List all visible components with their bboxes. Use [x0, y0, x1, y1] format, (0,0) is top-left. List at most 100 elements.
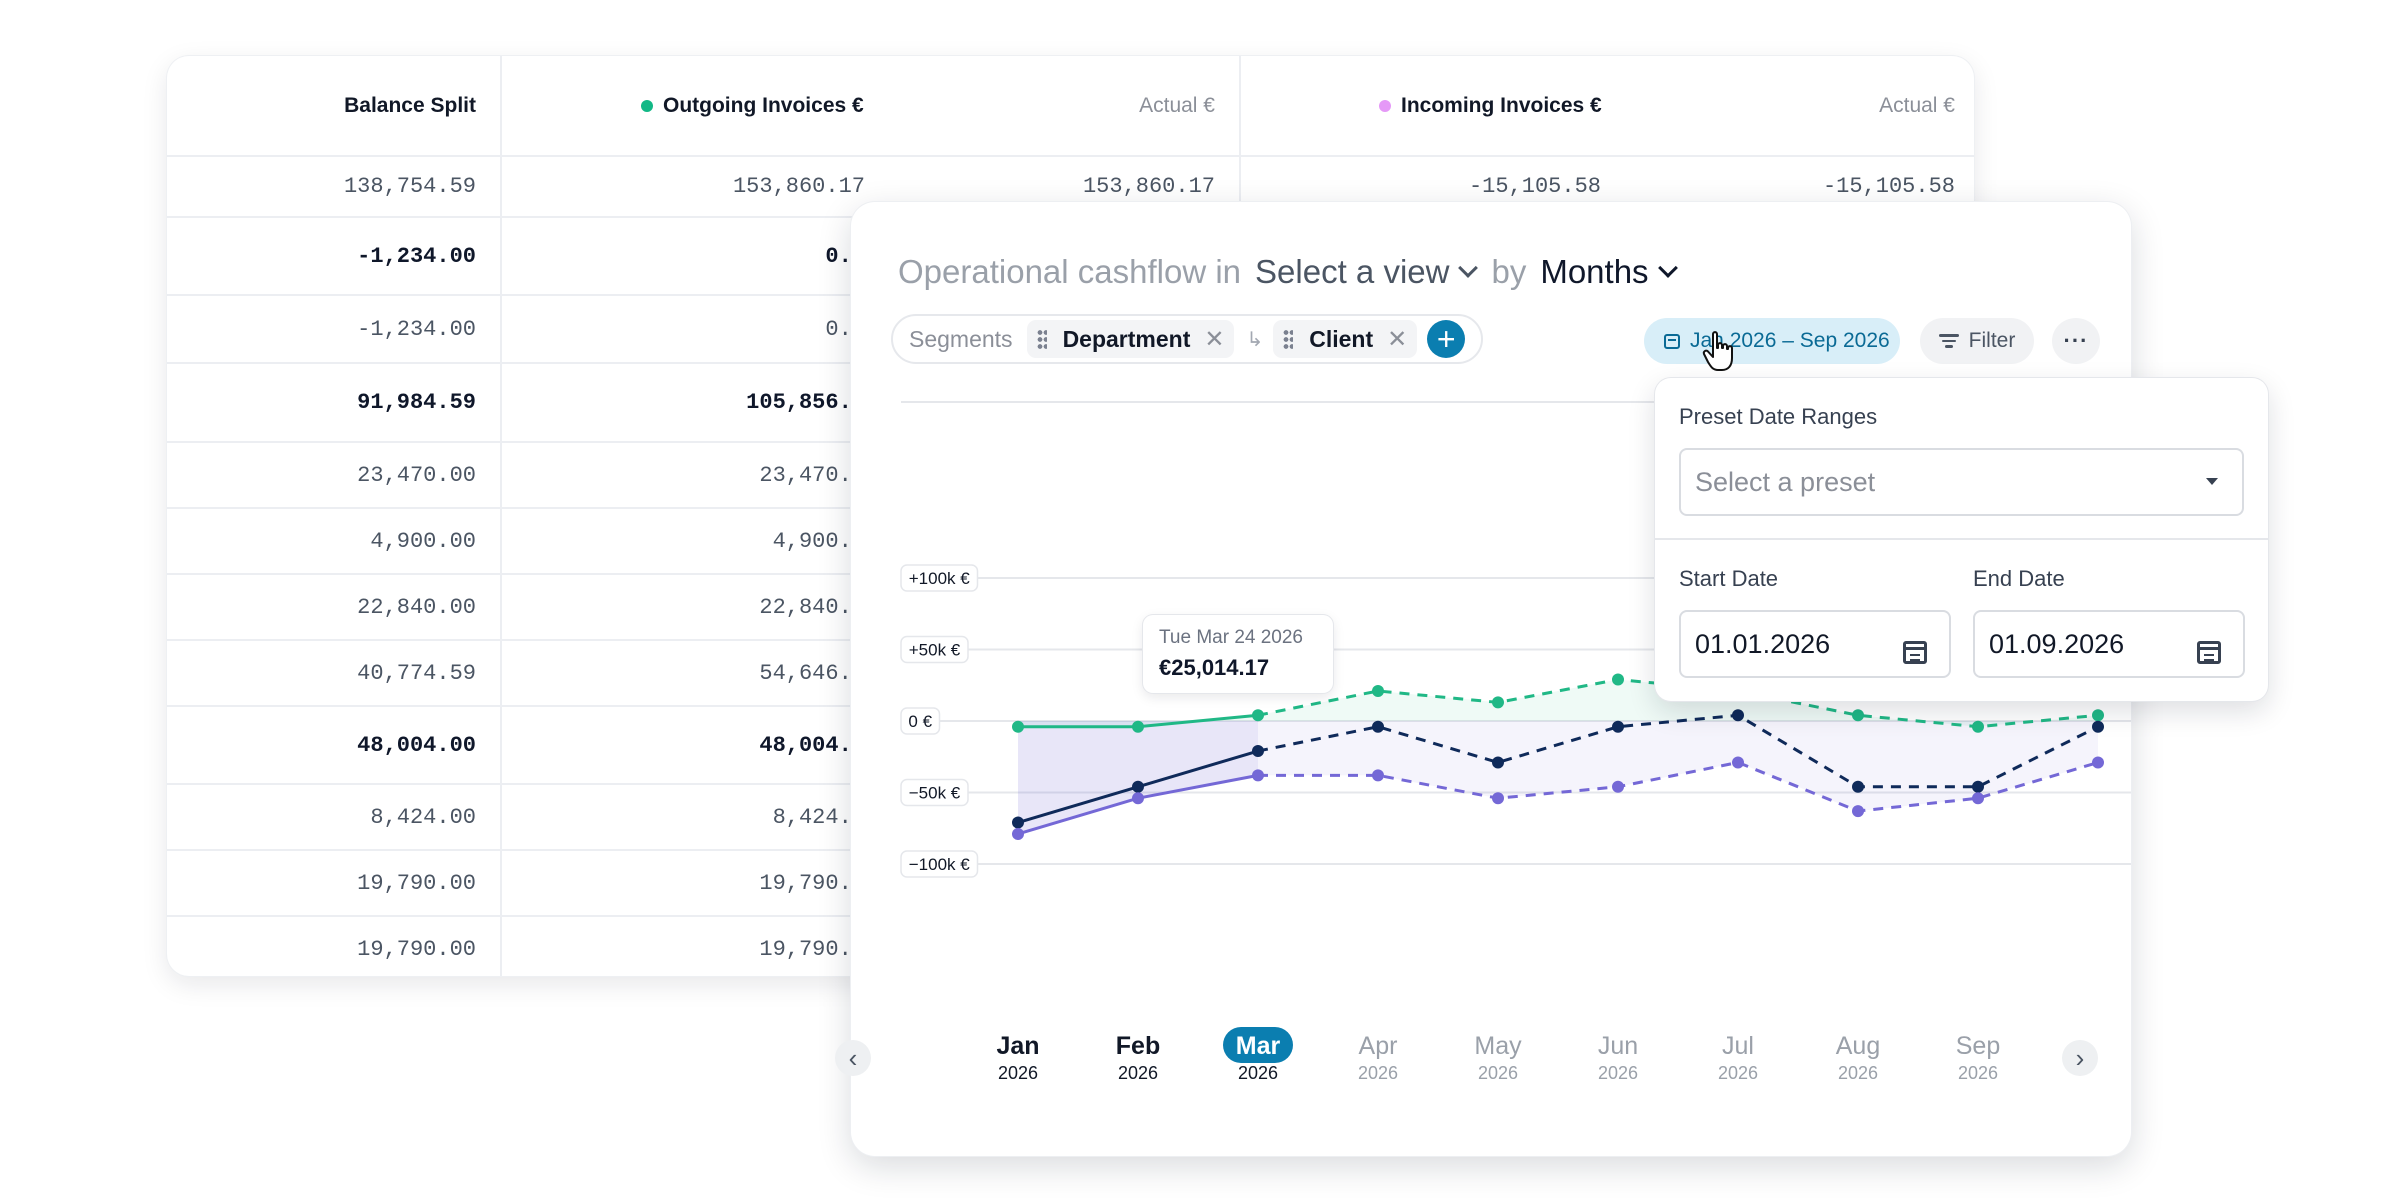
segment-chip-label: Client	[1309, 325, 1374, 352]
preset-select[interactable]: Select a preset	[1679, 448, 2244, 516]
hand-cursor-icon	[1702, 331, 1733, 371]
header-balance-split[interactable]: Balance Split	[167, 56, 476, 157]
header-outgoing-invoices[interactable]: Outgoing Invoices €	[641, 56, 864, 157]
next-period-button[interactable]: ›	[2062, 1040, 2098, 1076]
header-incoming-actual[interactable]: Actual €	[1807, 56, 1955, 157]
y-tick-box	[900, 564, 979, 592]
start-date-field[interactable]: 01.01.2026	[1679, 610, 1951, 678]
filter-button[interactable]: Filter	[1920, 318, 2034, 364]
expense-point	[1252, 769, 1264, 782]
balance-point	[1372, 720, 1384, 733]
header-label: Actual €	[1879, 93, 1955, 117]
add-segment-button[interactable]: +	[1427, 320, 1466, 358]
segment-chip-label: Department	[1062, 325, 1191, 352]
y-tick-box	[900, 778, 969, 807]
income-area	[1018, 679, 2098, 727]
income-point	[1852, 709, 1864, 722]
header-outgoing-actual[interactable]: Actual €	[1067, 56, 1215, 157]
x-tick-label: Feb	[1116, 1032, 1160, 1060]
x-tick-year: 2026	[1718, 1063, 1758, 1083]
table-row[interactable]: 19,790.00 19,790.0	[167, 917, 1974, 976]
date-range-button[interactable]: Jan 2026 – Sep 2026	[1644, 318, 1900, 364]
expense-point	[1852, 805, 1864, 818]
table-cell-outgoing: 8,424.0	[772, 804, 865, 830]
x-tick-year: 2026	[1958, 1063, 1998, 1083]
header-label: Actual €	[1139, 93, 1215, 117]
x-tick-label: Jun	[1598, 1032, 1638, 1060]
table-cell-balance: 40,774.59	[357, 660, 476, 686]
y-tick-label: 0 €	[908, 712, 932, 731]
y-tick-box	[900, 707, 941, 735]
expense-area-actual	[1018, 721, 1258, 834]
income-point	[1972, 720, 1984, 733]
table-cell-incoming: -15,105.58	[1468, 174, 1601, 199]
income-point	[1612, 673, 1624, 686]
table-cell-outgoing: 23,470.0	[759, 462, 865, 488]
close-icon[interactable]: ✕	[1387, 325, 1408, 353]
incoming-dot	[1379, 99, 1391, 112]
y-tick-box	[900, 850, 979, 878]
header-label: Incoming Invoices €	[1401, 93, 1602, 117]
table-cell-balance: 19,790.00	[357, 870, 476, 896]
x-tick-label: Apr	[1359, 1032, 1398, 1060]
table-cell-balance: 23,470.00	[357, 462, 476, 488]
expense-point	[1492, 792, 1504, 805]
by-label: by	[1491, 253, 1527, 290]
more-options-button[interactable]: ···	[2052, 318, 2100, 364]
drag-handle-icon[interactable]	[1283, 329, 1294, 349]
expense-point	[1372, 769, 1384, 782]
close-icon[interactable]: ✕	[1204, 325, 1225, 353]
income-point	[1012, 720, 1024, 733]
calendar-icon[interactable]	[2197, 641, 2221, 664]
expense-series-forecast-line	[1258, 760, 2099, 813]
table-cell-outgoing: 19,790.0	[759, 870, 865, 896]
chevron-down-icon	[1458, 258, 1479, 278]
drag-handle-icon[interactable]	[1036, 329, 1047, 349]
view-select[interactable]: Select a view	[1255, 253, 1491, 291]
end-date-value: 01.09.2026	[1989, 628, 2125, 659]
preset-label: Preset Date Ranges	[1679, 404, 1878, 429]
y-tick-box	[900, 635, 969, 664]
date-range-label: Jan 2026 – Sep 2026	[1690, 329, 1890, 352]
nested-arrow-icon: ↳	[1246, 328, 1264, 351]
expense-point	[1012, 827, 1024, 840]
expense-point	[1972, 792, 1984, 805]
table-cell-outgoing: 54,646.1	[759, 660, 865, 686]
balance-point	[1612, 720, 1624, 733]
table-cell-balance: 4,900.00	[370, 528, 476, 554]
calendar-icon[interactable]	[1903, 641, 1927, 664]
expense-point	[1132, 792, 1144, 805]
chevron-down-icon	[1657, 258, 1678, 278]
x-tick-year: 2026	[1478, 1063, 1518, 1083]
outgoing-dot	[641, 99, 653, 112]
active-month-pill	[1223, 1027, 1293, 1063]
expense-point	[1732, 756, 1744, 769]
chart-title: Operational cashflow in Select a view by…	[898, 248, 1691, 296]
previous-period-button[interactable]: ‹	[835, 1040, 871, 1076]
period-select[interactable]: Months	[1540, 253, 1690, 291]
table-cell-incoming-actual: -15,105.58	[1822, 174, 1955, 199]
table-cell-outgoing: 22,840.0	[759, 594, 865, 620]
x-tick-label: Jul	[1722, 1032, 1754, 1060]
segment-chip-department[interactable]: Department ✕	[1026, 320, 1235, 358]
start-date-value: 01.01.2026	[1695, 628, 1831, 659]
balance-point	[1972, 780, 1984, 793]
caret-down-icon	[2206, 478, 2218, 485]
income-point	[2092, 709, 2104, 722]
table-cell-outgoing: 19,790.0	[759, 936, 865, 962]
segment-chip-client[interactable]: Client ✕	[1273, 320, 1418, 358]
header-incoming-invoices[interactable]: Incoming Invoices €	[1379, 56, 1602, 157]
balance-point	[1012, 816, 1024, 829]
segments-bar: Segments Department ✕ ↳ Client ✕ +	[891, 314, 1483, 364]
income-series-forecast-line	[1257, 678, 2099, 729]
balance-point	[1492, 756, 1504, 769]
expense-point	[1612, 780, 1624, 793]
table-cell-balance: 8,424.00	[370, 804, 476, 830]
income-point	[1252, 709, 1264, 722]
filter-icon	[1938, 334, 1959, 348]
balance-point	[2092, 720, 2104, 733]
table-cell-outgoing: 4,900.0	[772, 528, 865, 554]
income-point	[1372, 684, 1384, 697]
balance-point	[1132, 780, 1144, 793]
end-date-field[interactable]: 01.09.2026	[1973, 610, 2245, 678]
